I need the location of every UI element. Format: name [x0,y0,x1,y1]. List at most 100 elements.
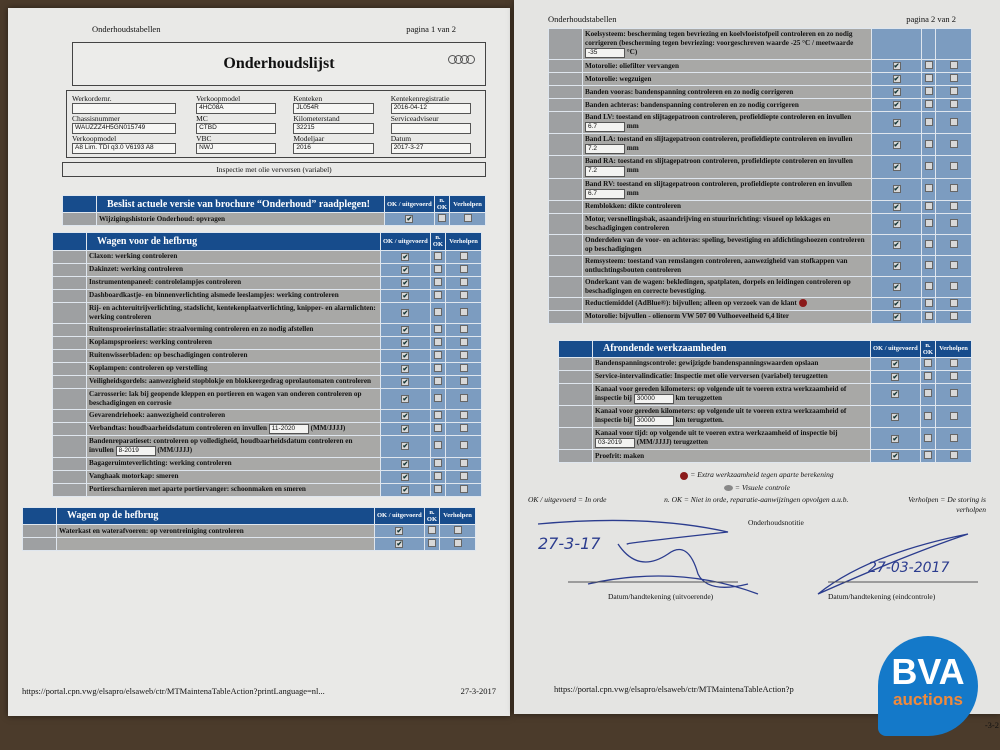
field-value[interactable]: CTBD [196,123,277,134]
checkbox-ok[interactable]: ✔ [401,252,410,261]
checkbox-fixed[interactable] [949,371,958,380]
checkbox-ok[interactable]: ✔ [401,364,410,373]
checkbox-fixed[interactable] [949,298,958,307]
checkbox-fixed[interactable] [459,337,468,346]
checkbox-nok[interactable] [433,350,442,359]
checkbox-nok[interactable] [433,376,442,385]
checkbox-ok[interactable]: ✔ [891,359,900,368]
checkbox-nok[interactable] [427,539,436,548]
field-value[interactable]: WAUZZZ4H5GN015749 [72,123,177,134]
checkbox-nok[interactable] [433,423,442,432]
checkbox-ok[interactable]: ✔ [892,202,901,211]
checkbox-fixed[interactable] [949,161,958,170]
checkbox-fixed[interactable] [949,281,958,290]
checkbox-ok[interactable]: ✔ [892,282,901,291]
checkbox-nok[interactable] [924,74,933,83]
checkbox-nok[interactable] [923,451,932,460]
checkbox-ok[interactable]: ✔ [892,88,901,97]
checkbox-ok[interactable]: ✔ [401,472,410,481]
checkbox-fixed[interactable] [459,484,468,493]
checkbox-ok[interactable]: ✔ [892,62,901,71]
checkbox-fixed[interactable] [459,277,468,286]
checkbox-nok[interactable] [923,433,932,442]
field-value[interactable]: 2016-04-12 [390,103,472,114]
checkbox-nok[interactable] [924,239,933,248]
checkbox-fixed[interactable] [463,214,472,223]
checkbox-nok[interactable] [427,526,436,535]
checkbox-ok[interactable]: ✔ [401,265,410,274]
checkbox-fixed[interactable] [949,389,958,398]
checkbox-nok[interactable] [924,100,933,109]
checkbox-ok[interactable]: ✔ [401,278,410,287]
checkbox-nok[interactable] [924,161,933,170]
checkbox-fixed[interactable] [459,393,468,402]
row-input[interactable]: 30000 [633,416,674,427]
checkbox-fixed[interactable] [459,307,468,316]
checkbox-nok[interactable] [433,277,442,286]
field-value[interactable]: A8 Lim. TDI q3.0 V6193 A8 [72,143,177,154]
checkbox-nok[interactable] [924,260,933,269]
field-value[interactable]: 2016 [293,143,374,154]
checkbox-nok[interactable] [924,298,933,307]
checkbox-fixed[interactable] [949,451,958,460]
checkbox-ok[interactable]: ✔ [395,527,404,536]
checkbox-fixed[interactable] [949,411,958,420]
checkbox-fixed[interactable] [949,260,958,269]
checkbox-fixed[interactable] [949,218,958,227]
checkbox-ok[interactable]: ✔ [892,240,901,249]
row-input[interactable]: 11-2020 [268,423,309,434]
checkbox-nok[interactable] [433,290,442,299]
checkbox-ok[interactable]: ✔ [401,291,410,300]
row-input[interactable]: 6.7 [585,188,625,199]
checkbox-ok[interactable]: ✔ [401,485,410,494]
checkbox-fixed[interactable] [459,324,468,333]
checkbox-fixed[interactable] [459,458,468,467]
checkbox-ok[interactable]: ✔ [892,185,901,194]
checkbox-nok[interactable] [924,139,933,148]
checkbox-ok[interactable]: ✔ [401,338,410,347]
checkbox-fixed[interactable] [453,539,462,548]
checkbox-ok[interactable]: ✔ [891,372,900,381]
field-value[interactable] [390,123,472,134]
checkbox-nok[interactable] [433,307,442,316]
checkbox-nok[interactable] [924,311,933,320]
checkbox-nok[interactable] [433,458,442,467]
checkbox-nok[interactable] [924,281,933,290]
checkbox-nok[interactable] [433,264,442,273]
checkbox-fixed[interactable] [949,433,958,442]
row-input[interactable]: 6.7 [585,122,625,133]
checkbox-ok[interactable]: ✔ [892,299,901,308]
checkbox-fixed[interactable] [453,526,462,535]
checkbox-ok[interactable]: ✔ [891,412,900,421]
checkbox-ok[interactable]: ✔ [892,140,901,149]
checkbox-fixed[interactable] [459,363,468,372]
field-value[interactable]: 2017-3-27 [390,143,472,154]
checkbox-nok[interactable] [433,337,442,346]
checkbox-ok[interactable]: ✔ [892,75,901,84]
checkbox-ok[interactable]: ✔ [401,424,410,433]
checkbox-nok[interactable] [433,251,442,260]
checkbox-ok[interactable]: ✔ [395,540,404,549]
checkbox-nok[interactable] [923,411,932,420]
field-value[interactable]: 4HC08A [196,103,277,114]
checkbox-ok[interactable]: ✔ [891,434,900,443]
checkbox-ok[interactable]: ✔ [892,118,901,127]
field-value[interactable]: JL054R [293,103,374,114]
field-value[interactable]: 32215 [293,123,374,134]
checkbox-fixed[interactable] [949,139,958,148]
checkbox-fixed[interactable] [459,251,468,260]
row-input[interactable]: 30000 [633,393,674,405]
checkbox-nok[interactable] [924,201,933,210]
checkbox-fixed[interactable] [949,100,958,109]
checkbox-nok[interactable] [433,471,442,480]
checkbox-nok[interactable] [924,87,933,96]
checkbox-fixed[interactable] [459,376,468,385]
checkbox-ok[interactable]: ✔ [401,351,410,360]
row-input[interactable]: -35 [585,48,625,59]
checkbox-fixed[interactable] [459,441,468,450]
checkbox-ok[interactable]: ✔ [401,442,410,451]
checkbox-nok[interactable] [924,218,933,227]
checkbox-fixed[interactable] [459,423,468,432]
checkbox-fixed[interactable] [949,311,958,320]
checkbox-ok[interactable]: ✔ [892,162,901,171]
